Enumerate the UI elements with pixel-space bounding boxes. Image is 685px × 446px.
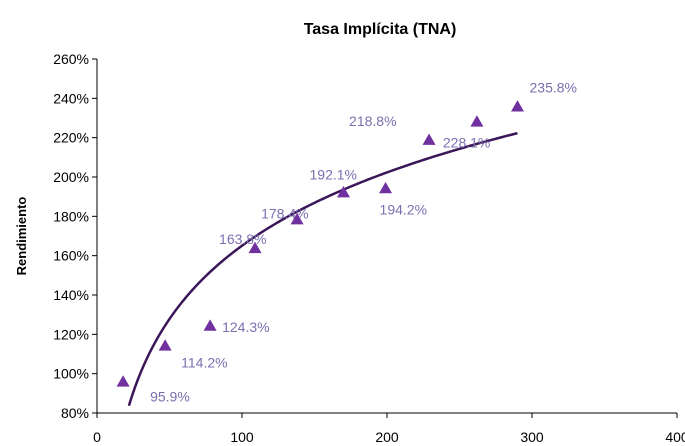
axes [92, 58, 678, 418]
data-point [248, 241, 262, 254]
data-points [116, 100, 524, 387]
data-label: 95.9% [150, 389, 190, 405]
y-tick-label: 200% [53, 169, 89, 185]
chart-title: Tasa Implícita (TNA) [304, 21, 457, 38]
data-point [379, 181, 393, 194]
y-tick-label: 80% [61, 405, 89, 421]
y-tick-label: 100% [53, 366, 89, 382]
data-label: 114.2% [181, 355, 227, 371]
data-label: 228.1% [443, 135, 490, 151]
y-tick-label: 260% [53, 51, 89, 67]
data-label: 163.8% [219, 231, 266, 247]
y-tick-label: 120% [53, 326, 89, 342]
x-tick-label: 100 [230, 429, 254, 445]
y-tick-label: 160% [53, 248, 89, 264]
x-tick-label: 200 [375, 429, 399, 445]
y-tick-label: 240% [53, 90, 89, 106]
y-tick-label: 180% [53, 208, 89, 224]
data-label: 178.4% [261, 205, 308, 221]
data-label: 192.1% [310, 167, 357, 183]
data-label: 235.8% [530, 80, 577, 96]
data-label: 218.8% [349, 113, 396, 129]
x-tick-label: 300 [520, 429, 544, 445]
trendline-group [127, 131, 518, 407]
data-point [422, 133, 436, 145]
x-tick-labels: 0 100 200 300 400 [93, 429, 685, 445]
data-labels: 95.9% 114.2% 124.3% 163.8% 178.4% 192.1% 194.2… [150, 80, 577, 405]
y-tick-label: 140% [53, 287, 89, 303]
y-tick-labels: 80% 100% 120% 140% 160% 180% 200% 220% 240% 260% [53, 51, 89, 421]
trendline [127, 131, 518, 407]
x-tick-label: 400 [665, 429, 685, 445]
data-label: 194.2% [380, 201, 427, 217]
data-point [511, 100, 524, 112]
data-point [337, 186, 350, 198]
data-point [158, 339, 172, 351]
x-tick-label: 0 [93, 429, 101, 445]
y-axis-label: Rendimiento [14, 197, 29, 276]
data-point [116, 375, 130, 387]
data-point [470, 115, 484, 127]
data-point [203, 319, 217, 331]
y-tick-label: 220% [53, 130, 89, 146]
data-point [290, 212, 304, 225]
data-label: 124.3% [222, 319, 269, 335]
